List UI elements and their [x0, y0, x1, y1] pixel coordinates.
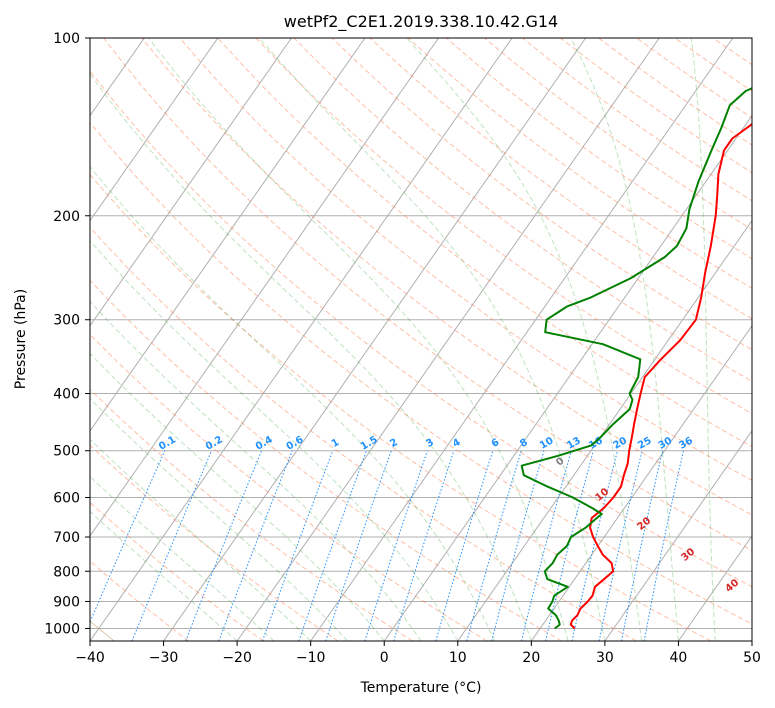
moist-adiabat — [90, 352, 385, 641]
moist-adiabat — [90, 397, 348, 641]
mixing-ratio-label: 2 — [388, 437, 400, 450]
dry-adiabat — [90, 121, 752, 625]
moist-adiabat — [90, 73, 532, 641]
mixing-ratio-line — [466, 450, 522, 641]
y-tick-label: 1000 — [44, 621, 80, 637]
chart-title: wetPf2_C2E1.2019.338.10.42.G14 — [284, 12, 558, 32]
dry-adiabat — [141, 38, 752, 516]
dry-adiabats — [90, 38, 752, 641]
isotherm-line — [90, 38, 439, 537]
dry-adiabat — [90, 173, 712, 641]
mixing-ratio-lines — [90, 450, 684, 641]
isotherm-line — [383, 114, 752, 641]
dry-adiabat — [90, 560, 190, 641]
mixing-ratio-line — [491, 450, 545, 641]
y-tick-label: 500 — [53, 444, 80, 460]
dry-adiabat — [90, 226, 637, 641]
moist-adiabat — [90, 165, 496, 641]
y-tick-label: 100 — [53, 31, 80, 47]
mixing-ratio-label: 4 — [451, 437, 463, 450]
moist-adiabat — [690, 38, 716, 641]
dry-adiabat — [90, 333, 488, 641]
moist-adiabat — [90, 239, 459, 641]
plot-frame — [89, 37, 753, 642]
mixing-ratio-label: 1 — [330, 437, 342, 450]
moist-adiabat — [148, 38, 569, 641]
isotherm-line — [163, 38, 587, 641]
dry-adiabat — [331, 38, 752, 351]
temperature-profile-line — [569, 122, 752, 630]
dry-adiabat — [90, 70, 752, 588]
dry-adiabat — [217, 38, 752, 448]
x-tick-label: 10 — [449, 650, 467, 666]
y-tick-label: 800 — [53, 564, 80, 580]
isotherm-line — [90, 38, 219, 222]
x-tick-label: −20 — [222, 650, 252, 666]
dry-adiabat — [369, 38, 752, 320]
mixing-ratio-line — [598, 450, 643, 641]
mixing-ratio-line — [521, 450, 572, 641]
mixing-ratio-line — [571, 450, 618, 641]
y-tick-label: 400 — [53, 387, 80, 403]
mixing-ratio-line — [262, 450, 334, 641]
isotherm-line — [90, 38, 366, 432]
x-tick-label: 20 — [522, 650, 540, 666]
y-axis: 100 200 300 400 500 600 700 800 900 1000 — [44, 31, 90, 637]
y-tick-label: 300 — [53, 313, 80, 329]
x-tick-label: 40 — [670, 650, 688, 666]
isotherm-line — [236, 38, 660, 641]
mixing-ratio-line — [298, 450, 367, 641]
moist-adiabat — [406, 38, 643, 641]
isotherm-line — [678, 535, 752, 641]
x-axis: −40 −30 −20 −10 0 10 20 30 40 50 — [75, 641, 761, 666]
moist-adiabat — [570, 38, 679, 641]
mixing-ratio-label: 3 — [424, 437, 436, 450]
x-tick-label: −40 — [75, 650, 105, 666]
chart-gridlines — [90, 38, 752, 641]
isotherm-line — [457, 219, 752, 641]
dry-adiabat — [179, 38, 752, 481]
mixing-ratio-label: 8 — [518, 437, 530, 450]
sounding-profiles — [520, 87, 752, 630]
y-tick-label: 900 — [53, 594, 80, 610]
dry-adiabat — [293, 38, 752, 382]
mixing-ratio-line — [131, 450, 213, 641]
isotherm-line — [530, 324, 752, 641]
y-tick-label: 600 — [53, 490, 80, 506]
dewpoint-profile-line — [520, 87, 752, 630]
dry-adiabat — [90, 279, 562, 641]
x-tick-label: 30 — [596, 650, 614, 666]
mixing-ratio-line — [325, 450, 392, 641]
y-axis-label: Pressure (hPa) — [13, 289, 29, 389]
mixing-ratio-line — [364, 450, 428, 641]
moist-adiabat — [90, 438, 312, 641]
x-tick-label: 50 — [743, 650, 761, 666]
y-tick-label: 700 — [53, 530, 80, 546]
moist-adiabat — [258, 38, 606, 641]
x-tick-label: 0 — [380, 650, 389, 666]
mixing-ratio-line — [435, 450, 494, 641]
x-tick-label: −10 — [296, 650, 326, 666]
y-tick-label: 200 — [53, 209, 80, 225]
mixing-ratio-label: 6 — [490, 437, 502, 450]
moist-adiabat — [90, 475, 275, 641]
x-axis-label: Temperature (°C) — [360, 680, 482, 696]
dry-adiabat — [103, 38, 752, 551]
mixing-ratio-line — [545, 450, 594, 641]
isotherm-line — [90, 38, 292, 327]
mixing-ratio-line — [185, 450, 262, 641]
moist-adiabats — [90, 38, 716, 641]
isotherm-line — [90, 38, 513, 641]
mixing-ratio-line — [393, 450, 455, 641]
mixing-ratio-line — [90, 450, 166, 624]
moist-adiabat — [90, 300, 422, 641]
dry-adiabat — [90, 444, 339, 641]
mixing-ratio-line — [218, 450, 293, 641]
x-tick-label: −30 — [149, 650, 179, 666]
isotherm-line — [604, 429, 752, 641]
isotherm-line — [310, 38, 734, 641]
dry-adiabat — [90, 388, 413, 641]
